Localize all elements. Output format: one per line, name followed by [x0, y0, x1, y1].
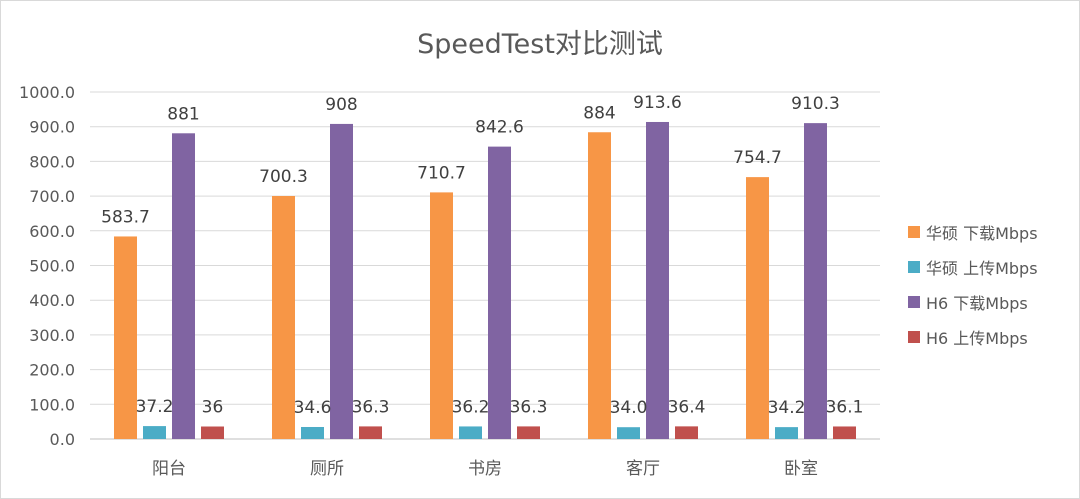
y-tick-label: 200.0 — [29, 361, 75, 380]
bar — [488, 146, 511, 439]
legend-label: H6 下载Mbps — [926, 294, 1028, 313]
data-label: 36.2 — [452, 397, 490, 417]
x-tick-label: 书房 — [468, 459, 502, 479]
legend-swatch — [908, 261, 920, 273]
legend-label: 华硕 上传Mbps — [926, 259, 1038, 278]
bar — [330, 123, 353, 439]
bar — [301, 426, 324, 439]
bars — [114, 121, 856, 440]
y-tick-label: 800.0 — [29, 152, 75, 171]
bar — [517, 426, 540, 439]
bar — [675, 426, 698, 439]
data-label: 754.7 — [733, 148, 782, 168]
bar — [459, 426, 482, 439]
y-tick-label: 900.0 — [29, 118, 75, 137]
bar — [114, 236, 137, 439]
legend-item: H6 上传Mbps — [908, 323, 1076, 351]
legend-swatch — [908, 296, 920, 308]
data-label: 36.1 — [826, 397, 864, 417]
x-tick-label: 厕所 — [310, 459, 344, 479]
data-label: 881 — [167, 104, 199, 124]
y-tick-label: 400.0 — [29, 291, 75, 310]
chart-title: SpeedTest对比测试 — [417, 29, 663, 60]
data-label: 34.6 — [294, 398, 332, 418]
x-tick-label: 卧室 — [784, 459, 818, 479]
data-label: 36.4 — [668, 397, 706, 417]
bar — [746, 177, 769, 440]
y-tick-label: 600.0 — [29, 222, 75, 241]
y-tick-label: 1000.0 — [19, 83, 75, 102]
legend-swatch — [908, 226, 920, 238]
data-label: 913.6 — [633, 93, 682, 113]
y-tick-label: 700.0 — [29, 187, 75, 206]
bar — [430, 192, 453, 439]
bar — [172, 133, 195, 439]
y-tick-label: 0.0 — [50, 430, 75, 449]
bar — [617, 427, 640, 439]
data-label: 36.3 — [510, 397, 548, 417]
legend-item: 华硕 上传Mbps — [908, 253, 1076, 281]
legend-swatch — [908, 331, 920, 343]
bar — [804, 123, 827, 439]
legend-item: H6 下载Mbps — [908, 288, 1076, 316]
legend-label: 华硕 下载Mbps — [926, 224, 1038, 243]
data-label: 908 — [325, 95, 357, 115]
data-label: 583.7 — [101, 207, 150, 227]
data-labels: 583.7 37.2 881 36 700.3 34.6 908 36.3 710.7 36.2 8… — [101, 93, 863, 418]
bar — [588, 132, 611, 439]
data-label: 700.3 — [259, 167, 308, 187]
data-label: 710.7 — [417, 163, 466, 183]
x-axis-tick-labels: 阳台 厕所 书房 客厅 卧室 — [152, 459, 818, 479]
data-label: 34.2 — [768, 398, 806, 418]
bar — [833, 426, 856, 439]
data-label: 910.3 — [791, 94, 840, 114]
x-tick-label: 阳台 — [152, 459, 186, 479]
bar — [272, 195, 295, 439]
bar — [359, 426, 382, 439]
data-label: 842.6 — [475, 118, 524, 138]
data-label: 36.3 — [352, 397, 390, 417]
data-label: 34.0 — [610, 398, 648, 418]
legend-item: 华硕 下载Mbps — [908, 218, 1076, 246]
y-tick-label: 300.0 — [29, 326, 75, 345]
data-label: 37.2 — [136, 397, 174, 417]
x-tick-label: 客厅 — [626, 459, 660, 479]
y-tick-label: 100.0 — [29, 395, 75, 414]
bar — [201, 426, 224, 439]
y-tick-label: 500.0 — [29, 257, 75, 276]
legend: 华硕 下载Mbps 华硕 上传Mbps H6 下载Mbps H6 上传Mbps — [908, 218, 1076, 358]
data-label: 36 — [202, 398, 224, 418]
bar — [143, 426, 166, 439]
y-axis-tick-labels: 0.0 100.0 200.0 300.0 400.0 500.0 600.0 700.0 80… — [19, 83, 75, 449]
legend-label: H6 上传Mbps — [926, 329, 1028, 348]
bar — [775, 427, 798, 439]
data-label: 884 — [583, 103, 615, 123]
bar — [646, 121, 669, 439]
